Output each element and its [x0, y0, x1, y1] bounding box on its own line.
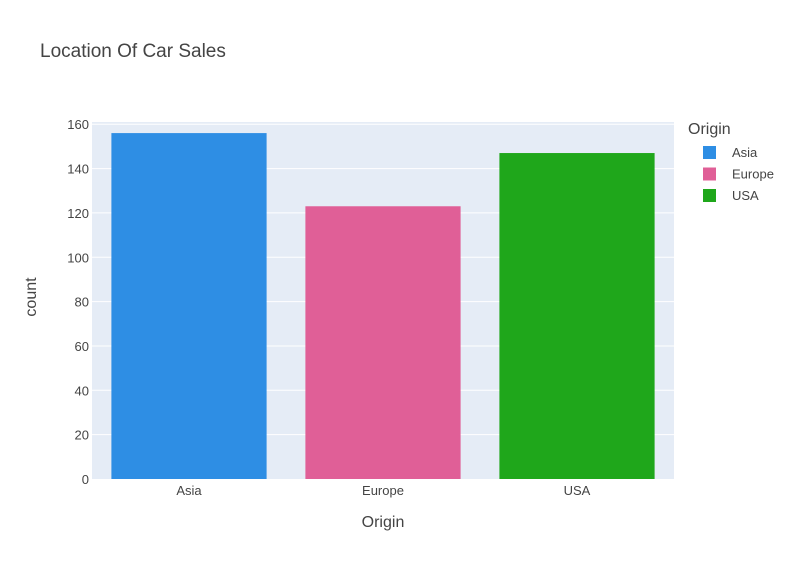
- legend-swatch-europe: [703, 167, 716, 181]
- y-tick-label: 140: [67, 162, 89, 177]
- y-tick-label: 80: [75, 295, 89, 310]
- y-tick-label: 160: [67, 117, 89, 132]
- x-tick-label: Europe: [362, 483, 404, 498]
- x-tick-label: USA: [564, 483, 591, 498]
- bar-europe: [305, 206, 461, 479]
- chart-title: Location Of Car Sales: [40, 41, 226, 62]
- x-tick-label: Asia: [176, 483, 202, 498]
- bars: [111, 133, 655, 480]
- y-tick-labels: 0 20 40 60 80 100 120 140 160: [67, 117, 89, 487]
- y-tick-label: 40: [75, 383, 89, 398]
- y-tick-label: 60: [75, 339, 89, 354]
- y-tick-label: 100: [67, 250, 89, 265]
- y-tick-label: 120: [67, 206, 89, 221]
- x-tick-labels: Asia Europe USA: [176, 483, 590, 498]
- legend-swatch-usa: [703, 189, 716, 202]
- y-axis-title: count: [23, 277, 40, 317]
- legend-swatch-asia: [703, 146, 716, 159]
- y-tick-label: 0: [82, 472, 89, 487]
- legend-label-usa: USA: [732, 188, 759, 203]
- bar-usa: [499, 153, 655, 480]
- legend-title: Origin: [688, 121, 731, 138]
- legend: Origin Asia Europe USA: [688, 121, 774, 203]
- legend-label-asia: Asia: [732, 145, 758, 160]
- x-axis-title: Origin: [362, 514, 405, 531]
- legend-label-europe: Europe: [732, 167, 774, 182]
- bar-asia: [111, 133, 267, 479]
- y-tick-label: 20: [75, 428, 89, 443]
